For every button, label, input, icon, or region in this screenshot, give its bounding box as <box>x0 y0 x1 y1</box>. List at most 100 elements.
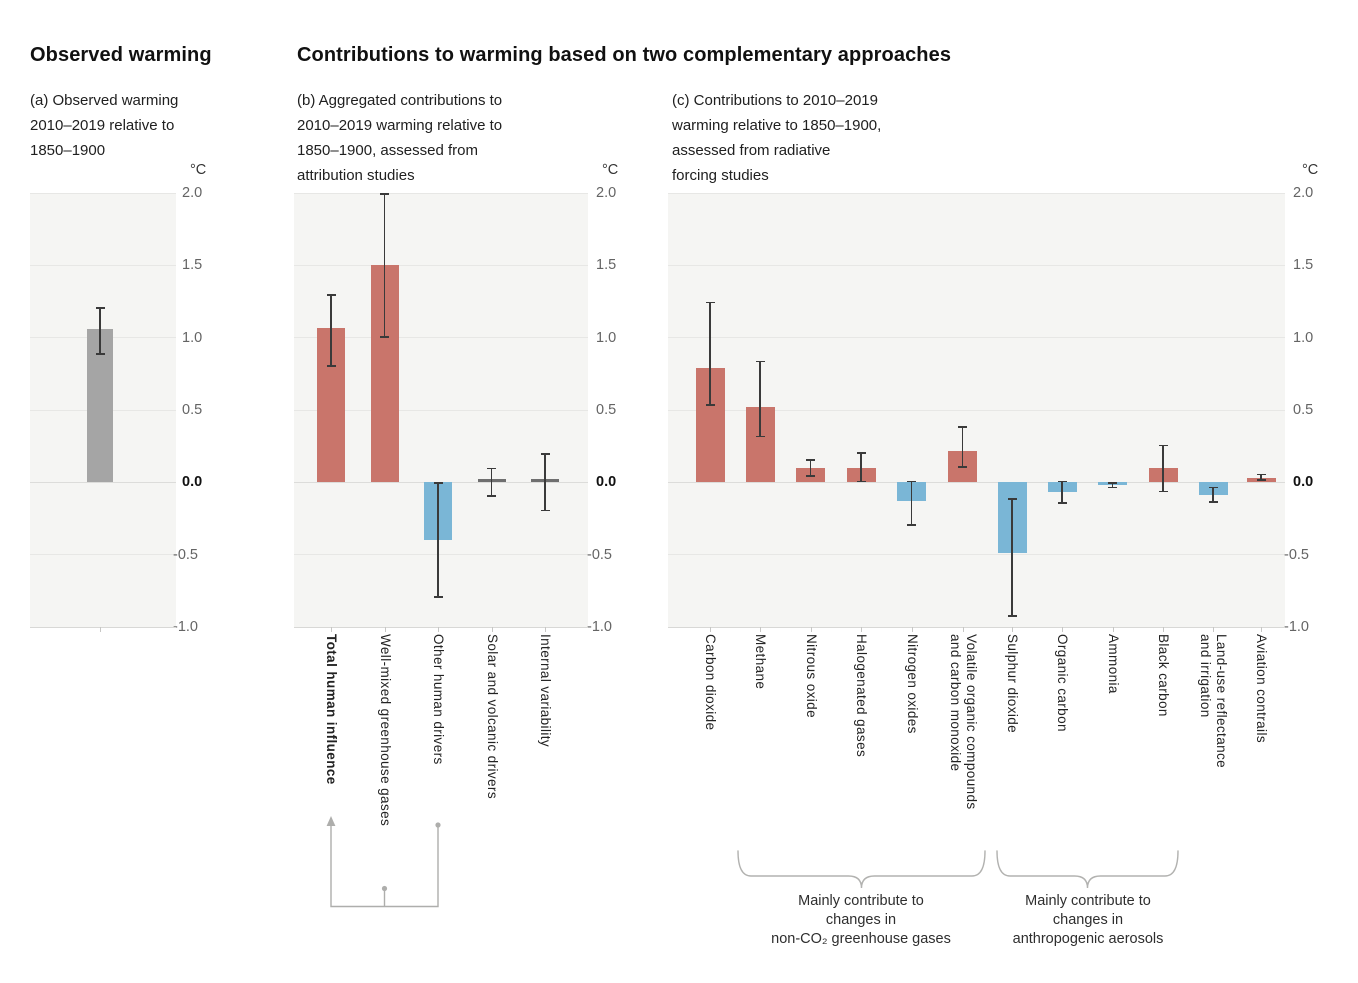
errorbar-cap-top-organic-carbon <box>1057 480 1067 483</box>
xtick-nitrogen-oxides <box>911 627 913 632</box>
gridline-1 <box>294 337 588 339</box>
errorbar-ammonia <box>1111 482 1114 489</box>
connector-dot-well-mixed <box>381 885 388 892</box>
x-axis-c <box>668 627 1285 628</box>
errorbar-cap-bottom-black-carbon <box>1158 490 1168 493</box>
errorbar-cap-top-other-human-drivers <box>433 482 443 484</box>
ytick-label-1: 1.0 <box>596 329 617 346</box>
xtick-volatile-organic-compounds-and-carbon-monoxide <box>962 627 964 632</box>
errorbar-cap-top-solar-and-volcanic-drivers <box>487 467 496 470</box>
errorbar-cap-bottom-nitrogen-oxides <box>907 524 916 526</box>
errorbar-cap-bottom-carbon-dioxide <box>705 404 715 406</box>
ytick-label-0: 0.0 <box>1293 474 1314 491</box>
ytick-label-2: 2.0 <box>182 185 203 201</box>
errorbar-organic-carbon <box>1061 480 1063 505</box>
gridline-2 <box>294 192 588 194</box>
gridline-1.5 <box>30 264 176 266</box>
xtick-nitrous-oxide <box>810 627 812 632</box>
group-annotation-non-co2-greenhouse-gases: Mainly contribute to changes in non-CO₂ … <box>771 893 951 947</box>
xtick-sulphur-dioxide <box>1012 627 1013 632</box>
x-axis-a <box>30 627 176 628</box>
panel-a-unit-label: °C <box>190 162 207 178</box>
xtick-carbon-dioxide <box>710 627 711 632</box>
errorbar-cap-bottom-ammonia <box>1108 486 1117 489</box>
errorbar-volatile-organic-compounds-and-carbon-monoxide <box>961 425 964 468</box>
errorbar-cap-top-methane <box>755 360 765 363</box>
errorbar-cap-bottom-other-human-drivers <box>433 596 443 599</box>
errorbar-cap-top-observed-warming <box>95 307 105 309</box>
gridline-0 <box>30 481 176 483</box>
gridline--0.5 <box>30 554 176 556</box>
ytick-label-0.5: 0.5 <box>1293 402 1314 418</box>
aggregation-arrowhead-icon <box>326 816 336 826</box>
xtick-solar-and-volcanic-drivers <box>491 627 493 632</box>
panel-a-subtitle: (a) Observed warming 2010–2019 relative … <box>30 92 179 159</box>
errorbar-cap-top-sulphur-dioxide <box>1007 498 1017 500</box>
xtick-black-carbon <box>1163 627 1164 632</box>
ytick-label-1: 1.0 <box>182 329 203 346</box>
group-annotation-anthropogenic-aerosols: Mainly contribute to changes in anthropo… <box>1012 893 1164 947</box>
gridline-2 <box>668 192 1285 194</box>
xtick-internal-variability <box>545 627 546 632</box>
errorbar-cap-bottom-solar-and-volcanic-drivers <box>487 495 496 497</box>
xtick-other-human-drivers <box>438 627 439 632</box>
gridline-2 <box>30 192 176 194</box>
errorbar-nitrous-oxide <box>809 459 812 477</box>
errorbar-cap-top-carbon-dioxide <box>705 301 715 304</box>
gridline-1.5 <box>294 264 588 266</box>
xtick-organic-carbon <box>1062 627 1063 632</box>
errorbar-cap-bottom-organic-carbon <box>1057 502 1067 505</box>
x-axis-b <box>294 627 588 628</box>
gridline-1.5 <box>668 264 1285 266</box>
errorbar-nitrogen-oxides <box>910 480 913 526</box>
errorbar-cap-bottom-observed-warming <box>95 353 105 356</box>
errorbar-cap-top-total-human-influence <box>326 294 336 296</box>
brace-non-co2-greenhouse-gases <box>737 850 986 889</box>
errorbar-methane <box>759 360 761 438</box>
errorbar-aviation-contrails <box>1260 473 1262 481</box>
errorbar-cap-bottom-halogenated-gases <box>856 480 866 483</box>
ytick-label--0.5: -0.5 <box>173 546 198 563</box>
errorbar-cap-top-halogenated-gases <box>856 451 866 454</box>
xtick-aviation-contrails <box>1261 627 1262 632</box>
errorbar-cap-bottom-well-mixed-greenhouse-gases <box>380 336 389 338</box>
ytick-label-0: 0.0 <box>182 474 203 491</box>
panel-b-unit-label: °C <box>602 162 619 178</box>
errorbar-other-human-drivers <box>437 482 439 599</box>
errorbar-sulphur-dioxide <box>1011 498 1013 617</box>
errorbar-cap-top-internal-variability <box>540 453 550 455</box>
panel-c-subtitle: (c) Contributions to 2010–2019 warming r… <box>672 92 882 184</box>
panel-b-subtitle: (b) Aggregated contributions to 2010–201… <box>297 92 503 184</box>
errorbar-internal-variability <box>544 453 546 512</box>
errorbar-cap-top-nitrous-oxide <box>806 459 815 461</box>
ytick-label--0.5: -0.5 <box>587 546 612 563</box>
errorbar-cap-bottom-volatile-organic-compounds-and-carbon-monoxide <box>958 466 967 468</box>
heading-contributions: Contributions to warming based on two co… <box>297 44 952 66</box>
errorbar-cap-bottom-internal-variability <box>540 509 550 512</box>
errorbar-carbon-dioxide <box>709 301 711 406</box>
errorbar-land-use-reflectance-and-irrigation <box>1212 486 1214 503</box>
ytick-label--1: -1.0 <box>587 619 612 635</box>
gridline-0 <box>668 481 1285 483</box>
ytick-label-1.5: 1.5 <box>182 257 203 274</box>
connector-dot-other-drivers <box>435 822 441 828</box>
errorbar-cap-top-nitrogen-oxides <box>907 480 916 483</box>
ytick-label-0: 0.0 <box>596 474 617 491</box>
xtick-halogenated-gases <box>861 627 862 632</box>
ytick-label-2: 2.0 <box>596 185 617 201</box>
errorbar-cap-top-black-carbon <box>1158 444 1168 447</box>
errorbar-solar-and-volcanic-drivers <box>490 467 493 497</box>
ytick-label--1: -1.0 <box>1284 619 1309 635</box>
errorbar-cap-bottom-sulphur-dioxide <box>1007 615 1017 617</box>
errorbar-observed-warming <box>99 307 101 356</box>
xtick-total-human-influence <box>331 627 332 632</box>
ytick-label-1.5: 1.5 <box>1293 257 1314 274</box>
brace-anthropogenic-aerosols <box>996 850 1179 889</box>
heading-observed-warming: Observed warming <box>30 44 212 66</box>
errorbar-cap-bottom-aviation-contrails <box>1256 479 1266 481</box>
ytick-label-1: 1.0 <box>1293 329 1314 346</box>
ytick-label--1: -1.0 <box>173 619 198 635</box>
gridline--0.5 <box>294 554 588 556</box>
aggregation-connector-line <box>330 824 439 908</box>
